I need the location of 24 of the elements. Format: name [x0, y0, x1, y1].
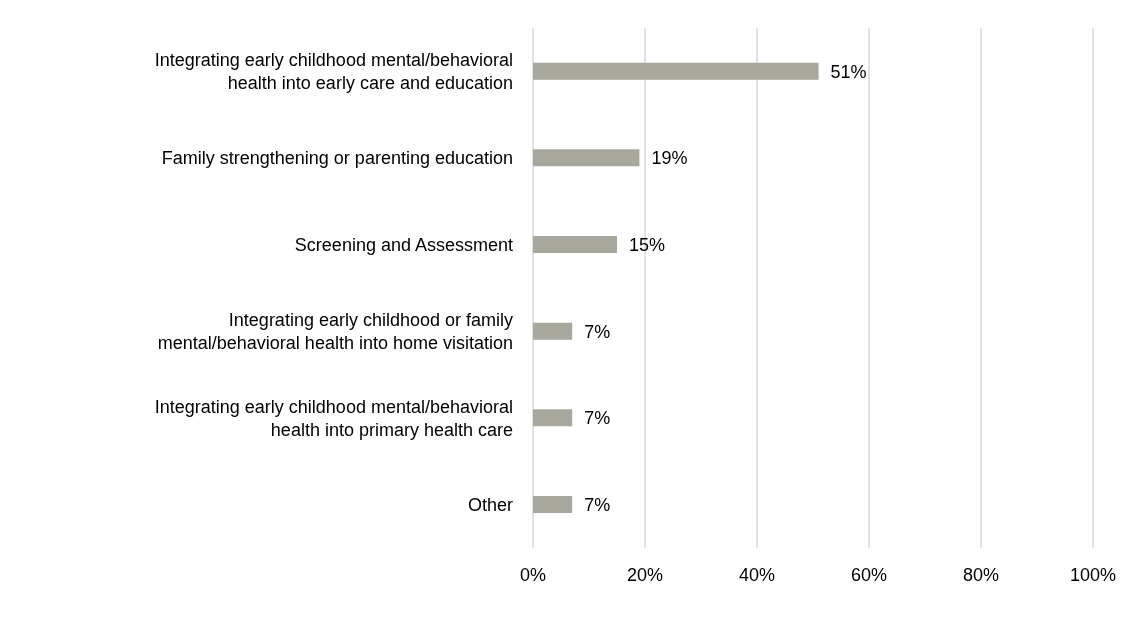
x-tick-label: 60%: [850, 564, 888, 585]
data-label: 51%: [830, 61, 867, 82]
y-tick-label: Screening and Assessment: [294, 234, 513, 255]
bar: [533, 62, 819, 80]
data-label: 7%: [584, 408, 611, 429]
y-tick-label: Integrating early childhood mental/behavioral health into primary health care: [154, 396, 513, 440]
data-label: 15%: [629, 234, 666, 255]
data-label: 19%: [651, 148, 688, 169]
y-tick-label: Other: [467, 494, 513, 515]
data-label: 7%: [584, 321, 611, 342]
bar: [533, 322, 573, 340]
x-tick-label: 100%: [1069, 564, 1117, 585]
x-tick-label: 80%: [962, 564, 1000, 585]
bar: [533, 236, 617, 253]
bar: [533, 149, 640, 167]
bar: [533, 496, 573, 513]
data-label: 7%: [584, 494, 611, 515]
x-tick-label: 20%: [626, 564, 664, 585]
x-tick-label: 40%: [738, 564, 776, 585]
bar: [533, 409, 573, 427]
x-tick-label: 0%: [519, 564, 547, 585]
y-tick-label: Integrating early childhood mental/behavioral health into early care and education: [154, 49, 513, 93]
y-tick-label: Family strengthening or parenting education: [161, 148, 513, 168]
y-tick-label: Integrating early childhood or family mental/behavioral health into home visitation: [157, 309, 513, 353]
